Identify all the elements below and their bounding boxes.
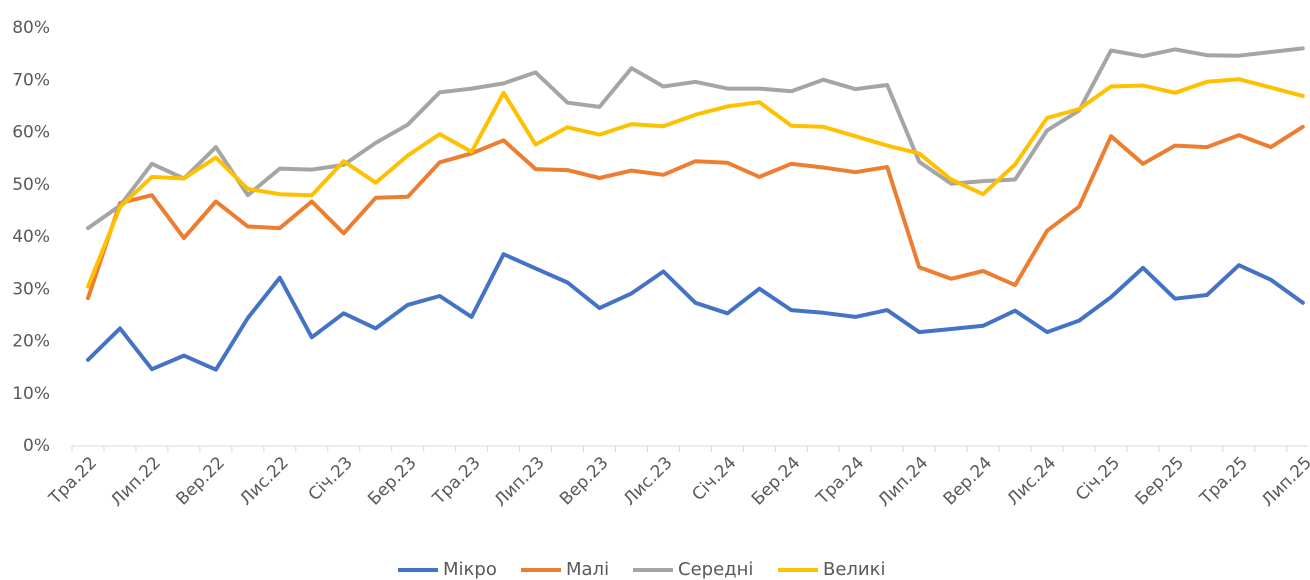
x-tick-label: Вер.23 — [556, 453, 613, 510]
x-tick-label: Вер.22 — [172, 453, 229, 510]
y-tick-label: 10% — [12, 384, 50, 404]
x-tick-label: Тра.22 — [45, 453, 101, 509]
series-line — [86, 46, 1305, 231]
y-tick-label: 80% — [12, 18, 50, 38]
x-tick-label: Лип.22 — [107, 453, 165, 511]
x-tick-label: Лип.24 — [874, 453, 932, 511]
y-tick-label: 0% — [23, 436, 50, 456]
x-tick-label: Січ.25 — [1072, 453, 1124, 505]
x-tick-label: Бер.25 — [1132, 453, 1189, 510]
x-tick-label: Бер.23 — [364, 453, 421, 510]
x-tick-label: Тра.24 — [812, 453, 868, 509]
x-tick-label: Вер.24 — [940, 453, 997, 510]
x-tick-label: Січ.23 — [305, 453, 357, 505]
x-tick-label: Лип.23 — [491, 453, 549, 511]
y-tick-label: 50% — [12, 175, 50, 195]
x-tick-label: Лис.24 — [1003, 453, 1060, 510]
legend-label: Середні — [678, 559, 753, 580]
legend-label: Малі — [566, 559, 609, 580]
x-tick-label: Лис.22 — [236, 453, 293, 510]
legend-label: Великі — [823, 559, 886, 580]
x-tick-label: Тра.25 — [1196, 453, 1252, 509]
series-line — [86, 77, 1305, 289]
legend-label: Мікро — [443, 559, 497, 580]
series-line — [86, 124, 1305, 301]
y-tick-label: 30% — [12, 279, 50, 299]
x-tick-label: Бер.24 — [748, 453, 805, 510]
x-tick-label: Лис.23 — [620, 453, 677, 510]
x-tick-label: Січ.24 — [688, 453, 740, 505]
y-tick-label: 20% — [12, 332, 50, 352]
y-tick-label: 70% — [12, 70, 50, 90]
x-tick-label: Лип.25 — [1258, 453, 1310, 511]
series-line — [86, 252, 1305, 372]
x-tick-label: Тра.23 — [428, 453, 484, 509]
y-tick-label: 60% — [12, 123, 50, 143]
y-tick-label: 40% — [12, 227, 50, 247]
